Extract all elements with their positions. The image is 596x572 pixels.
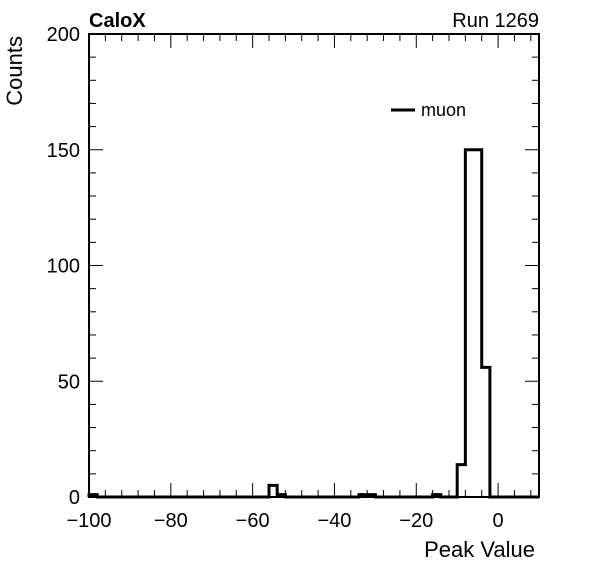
x-tick-label: 0 [493,510,504,532]
run-label: Run 1269 [452,10,539,32]
y-tick-labels: 0 50 100 150 200 [47,24,80,509]
plot-frame [88,33,540,498]
experiment-label: CaloX [89,10,146,32]
y-axis-label: Counts [2,36,27,106]
x-tick-labels: −100 −80 −60 −40 −20 0 [66,510,503,532]
x-tick-label: −80 [154,510,188,532]
muon-histogram-line [87,148,539,499]
x-tick-label: −100 [66,510,111,532]
x-axis-label: Peak Value [424,537,535,562]
axis-ticks [88,33,539,498]
legend: muon [391,100,466,120]
y-tick-label: 100 [47,256,80,278]
x-tick-label: −40 [317,510,351,532]
y-tick-label: 50 [58,371,80,393]
x-tick-label: −60 [236,510,270,532]
y-tick-label: 0 [69,487,80,509]
y-tick-label: 200 [47,24,80,46]
x-tick-label: −20 [399,510,433,532]
legend-muon-label: muon [421,100,466,120]
y-tick-label: 150 [47,140,80,162]
